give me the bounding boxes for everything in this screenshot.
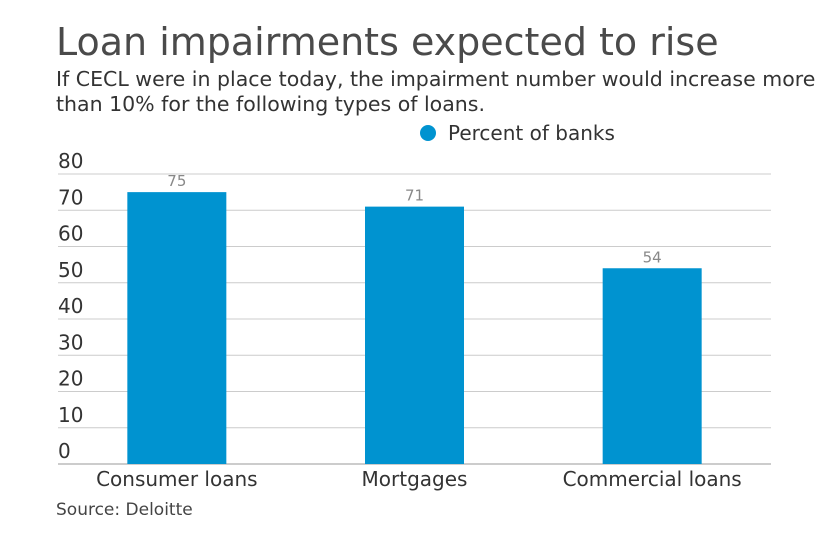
- y-tick-label-50: 50: [58, 258, 83, 282]
- y-tick-label-0: 0: [58, 439, 71, 463]
- x-tick-label-mortgages: Mortgages: [362, 467, 468, 491]
- x-tick-label-commercial-loans: Commercial loans: [563, 467, 742, 491]
- chart-subtitle: If CECL were in place today, the impairm…: [56, 67, 816, 116]
- x-tick-label-consumer-loans: Consumer loans: [96, 467, 257, 491]
- y-tick-label-10: 10: [58, 403, 83, 427]
- y-tick-label-80: 80: [58, 149, 83, 173]
- legend-swatch-percent-of-banks: [420, 125, 436, 141]
- chart-title: Loan impairments expected to rise: [56, 20, 719, 64]
- bar-consumer-loans: [127, 192, 227, 464]
- bar-commercial-loans: [602, 268, 702, 464]
- y-tick-label-20: 20: [58, 367, 83, 391]
- data-label-mortgages: 71: [405, 187, 424, 205]
- data-label-commercial-loans: 54: [643, 248, 662, 266]
- y-tick-label-30: 30: [58, 330, 83, 354]
- y-tick-label-70: 70: [58, 185, 83, 209]
- y-tick-label-40: 40: [58, 294, 83, 318]
- source-note: Source: Deloitte: [56, 500, 193, 520]
- data-label-consumer-loans: 75: [167, 172, 186, 190]
- bar-mortgages: [365, 206, 464, 464]
- legend: Percent of banks: [420, 121, 615, 145]
- y-tick-label-60: 60: [58, 222, 83, 246]
- legend-label-percent-of-banks: Percent of banks: [448, 121, 615, 145]
